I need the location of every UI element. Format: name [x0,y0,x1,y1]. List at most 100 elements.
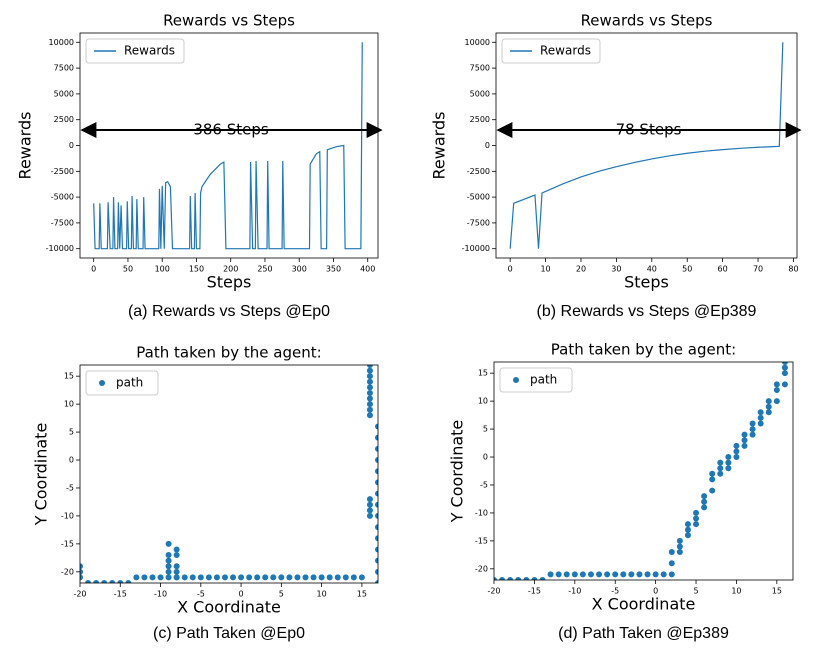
x-tick-label: 15 [357,590,367,599]
x-tick-label: -10 [154,590,167,599]
path-point [318,574,325,581]
path-point [197,574,204,581]
subplot: Rewards vs Steps (b) Rewards vs Steps @Ep… [430,12,802,320]
x-tick-label: 40 [647,265,657,274]
x-tick-label: 400 [360,265,375,274]
path-point [101,580,108,583]
path-point [375,568,378,575]
path-point [80,574,83,581]
x-tick-label: -5 [611,587,619,596]
x-tick-label: 5 [693,587,698,596]
path-point [278,574,285,581]
path-point [366,401,373,408]
path-point [781,362,788,365]
path-point [141,574,148,581]
y-tick-label: -5 [480,480,488,489]
path-point [117,580,124,583]
path-point [733,442,740,449]
path-point [644,571,651,578]
path-point [717,470,724,477]
path-point [366,395,373,402]
path-point [515,577,522,580]
y-tick-label: 15 [64,372,74,381]
path-point [173,568,180,575]
y-tick-label: 7500 [54,64,74,73]
x-tick-label: 10 [317,590,327,599]
x-tick-label: 0 [91,265,96,274]
y-axis-label: Y Coordinate [32,423,51,527]
path-point [375,512,378,519]
path-point [773,398,780,405]
path-point [668,571,675,578]
path-point [757,409,764,416]
path-point [717,459,724,466]
path-point [701,504,708,511]
legend-label: Rewards [124,44,175,58]
x-tick-label: 20 [576,265,586,274]
path-point [375,580,378,583]
path-point [701,498,708,505]
path-point [612,571,619,578]
axes-frame [493,361,794,581]
path-point [375,490,378,497]
y-tick-label: 15 [478,369,488,378]
x-tick-label: 100 [155,265,170,274]
y-tick-label: 10 [478,397,488,406]
y-tick-label: -7500 [467,218,490,227]
path-point [254,574,261,581]
y-tick-label: 0 [485,141,490,150]
path-point [366,507,373,514]
plot-area [509,42,784,249]
y-tick-label: 7500 [470,64,490,73]
x-tick-label: -15 [114,590,127,599]
path-point [173,552,180,559]
legend-swatch [513,377,519,383]
path-point [563,571,570,578]
path-point [628,571,635,578]
path-point [757,420,764,427]
path-point [676,537,683,544]
path-point [366,389,373,396]
x-tick-label: 80 [788,265,798,274]
path-point [531,577,538,580]
legend-box [501,38,601,64]
legend-box [499,367,573,393]
y-tick-label: -20 [475,564,488,573]
path-point [494,577,497,580]
path-point [358,574,365,581]
path-point [587,571,594,578]
path-point [749,420,756,427]
x-tick-label: -20 [73,590,86,599]
path-point [571,571,578,578]
path-point [93,580,100,583]
y-tick-label: -2500 [467,167,490,176]
x-tick-label: 0 [239,590,244,599]
legend-label: path [116,376,143,390]
path-point [149,574,156,581]
y-tick-label: -5000 [51,193,74,202]
path-point [717,465,724,472]
path-point [375,457,378,464]
x-tick-label: -10 [568,587,581,596]
steps-annotation: 386 Steps [193,121,269,139]
x-tick-label: 30 [611,265,621,274]
path-point [366,384,373,391]
legend-box [85,38,185,64]
plot-title: Path taken by the agent: [551,341,736,359]
y-tick-label: -10 [475,508,488,517]
x-axis-label: X Coordinate [177,598,281,617]
x-tick-label: 60 [718,265,728,274]
x-tick-label: 300 [292,265,307,274]
path-point [693,515,700,522]
path-point [230,574,237,581]
path-point [684,532,691,539]
y-tick-label: -5 [66,483,74,492]
path-point [246,574,253,581]
path-point [741,442,748,449]
path-point [80,563,83,570]
path-point [165,574,172,581]
subplot: Path taken by the agent: (c) Path Taken @… [32,344,379,642]
plot-area [494,362,788,580]
reward-line [93,42,363,250]
x-tick-label: 5 [279,590,284,599]
